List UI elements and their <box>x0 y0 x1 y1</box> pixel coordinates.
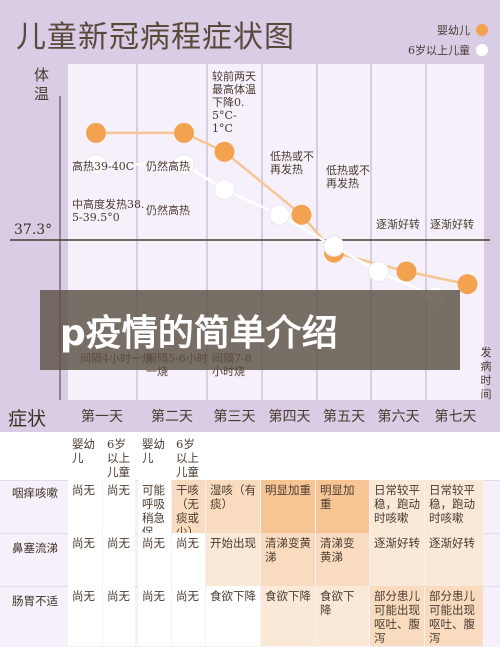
legend-infant-label: 婴幼儿 <box>437 24 470 37</box>
day-header-4: 第四天 <box>268 409 311 425</box>
row-label-2: 鼻塞流涕 <box>12 541 58 555</box>
symptom-cell-1-9: 日常较平稳，跑动时咳嗽 <box>425 480 483 533</box>
annotation-1: 高热39-40C <box>72 159 134 173</box>
infant-point-day-6 <box>396 261 417 282</box>
symptom-cell-2-5: 开始出现 <box>206 533 260 586</box>
infant-point-day-1 <box>86 122 106 143</box>
day-header-7: 第七天 <box>434 409 477 425</box>
symptom-cell-1-4: 干咳（无痰或少） <box>172 480 205 533</box>
symptom-cell-2-7: 清涕变黄涕 <box>316 533 369 586</box>
symptom-cell-2-6: 清涕变黄涕 <box>261 533 315 586</box>
infant-point-day-7 <box>457 274 478 295</box>
annotation-7: 较前两天最高体温下降0. 5°C-1°C <box>212 69 256 135</box>
overlay-banner: p疫情的简单介绍 <box>40 290 460 370</box>
symptom-cell-1-3: 可能呼吸稍急促 <box>138 480 171 533</box>
symptom-cell-3-7: 食欲下降 <box>316 586 369 646</box>
child-point-day-4 <box>269 204 290 226</box>
table-header-band <box>0 400 500 432</box>
symptom-cell-1-1: 尚无 <box>68 480 102 533</box>
day-header-2: 第二天 <box>151 409 193 425</box>
symptom-cell-3-6: 食欲下降 <box>261 586 315 646</box>
day-header-6: 第六天 <box>377 409 420 425</box>
annotation-5: 仍然高热 <box>146 203 190 217</box>
child-point-day-6 <box>368 261 389 282</box>
symptom-cell-2-2: 尚无 <box>103 533 135 586</box>
subheader-3: 婴幼儿 <box>142 437 165 465</box>
row-label-1: 咽痒咳嗽 <box>12 486 58 500</box>
child-point-day-1 <box>85 153 107 175</box>
symptom-cell-2-3: 尚无 <box>138 533 171 586</box>
page-title: 儿童新冠病程症状图 <box>16 20 295 55</box>
symptom-table: 症状 第一天 第二天 第三天 第四天 第五天 第六天 第七天 婴幼儿 6岁以上儿童 婴幼儿 6岁以上儿… <box>0 400 500 666</box>
symptom-cell-3-5: 食欲下降 <box>206 586 260 646</box>
day-header-5: 第五天 <box>323 409 365 425</box>
symptom-cell-1-7: 明显加重 <box>316 480 369 533</box>
annotation-11: 逐渐好转 <box>376 217 420 231</box>
symptom-cell-2-8: 逐渐好转 <box>370 533 424 586</box>
subheader-4: 6岁以上儿童 <box>176 437 199 478</box>
subheader-1: 婴幼儿 <box>72 437 95 465</box>
annotation-2: 中高度发热38. 5-39.5°0 <box>72 197 145 224</box>
annotation-10: 低热或不再发热 <box>326 164 370 190</box>
symptom-cell-2-1: 尚无 <box>68 533 102 586</box>
symptom-cell-3-8: 部分患儿可能出现呕吐、腹泻 <box>370 586 424 646</box>
child-point-day-5 <box>323 235 345 257</box>
infant-point-day-4 <box>291 204 312 225</box>
symptom-cell-3-9: 部分患儿可能出现呕吐、腹泻 <box>425 586 483 646</box>
legend-child-label: 6岁以上儿童 <box>408 44 470 57</box>
annotation-9: 低热或不再发热 <box>270 150 314 176</box>
legend-child: 6岁以上儿童 <box>408 42 488 58</box>
symptom-cell-1-6: 明显加重 <box>261 480 315 533</box>
day-header-1: 第一天 <box>81 409 123 425</box>
subheader-2: 6岁以上儿童 <box>107 437 130 478</box>
annotation-4: 仍然高热 <box>146 159 190 173</box>
infant-point-day-2 <box>174 122 194 143</box>
symptom-cell-3-2: 尚无 <box>103 586 135 646</box>
legend-child-dot <box>476 44 488 56</box>
reference-line-label: 37.3° <box>14 222 53 238</box>
legend-infant-dot <box>476 24 488 36</box>
x-axis-label: 发病时间 <box>480 346 492 401</box>
table-title: 症状 <box>8 408 47 430</box>
symptom-cell-3-3: 尚无 <box>138 586 171 646</box>
row-label-3: 肠胃不适 <box>12 594 58 608</box>
symptom-cell-2-9: 逐渐好转 <box>425 533 483 586</box>
banner-text: p疫情的简单介绍 <box>60 313 338 354</box>
symptom-cell-1-8: 日常较平稳，跑动时咳嗽 <box>370 480 424 533</box>
symptom-cell-3-1: 尚无 <box>68 586 102 646</box>
symptom-cell-3-4: 尚无 <box>172 586 205 646</box>
child-point-day-3 <box>214 179 235 201</box>
child-point-day-2 <box>173 153 195 175</box>
y-axis-label: 体温 <box>34 66 50 103</box>
symptom-cell-2-4: 尚无 <box>172 533 205 586</box>
symptom-cell-1-5: 湿咳（有痰） <box>206 480 260 533</box>
annotation-12: 逐渐好转 <box>430 217 474 231</box>
day-header-3: 第三天 <box>213 409 256 425</box>
legend-infant: 婴幼儿 <box>437 22 488 38</box>
infant-point-day-3 <box>214 141 235 162</box>
symptom-cell-1-2: 尚无 <box>103 480 135 533</box>
